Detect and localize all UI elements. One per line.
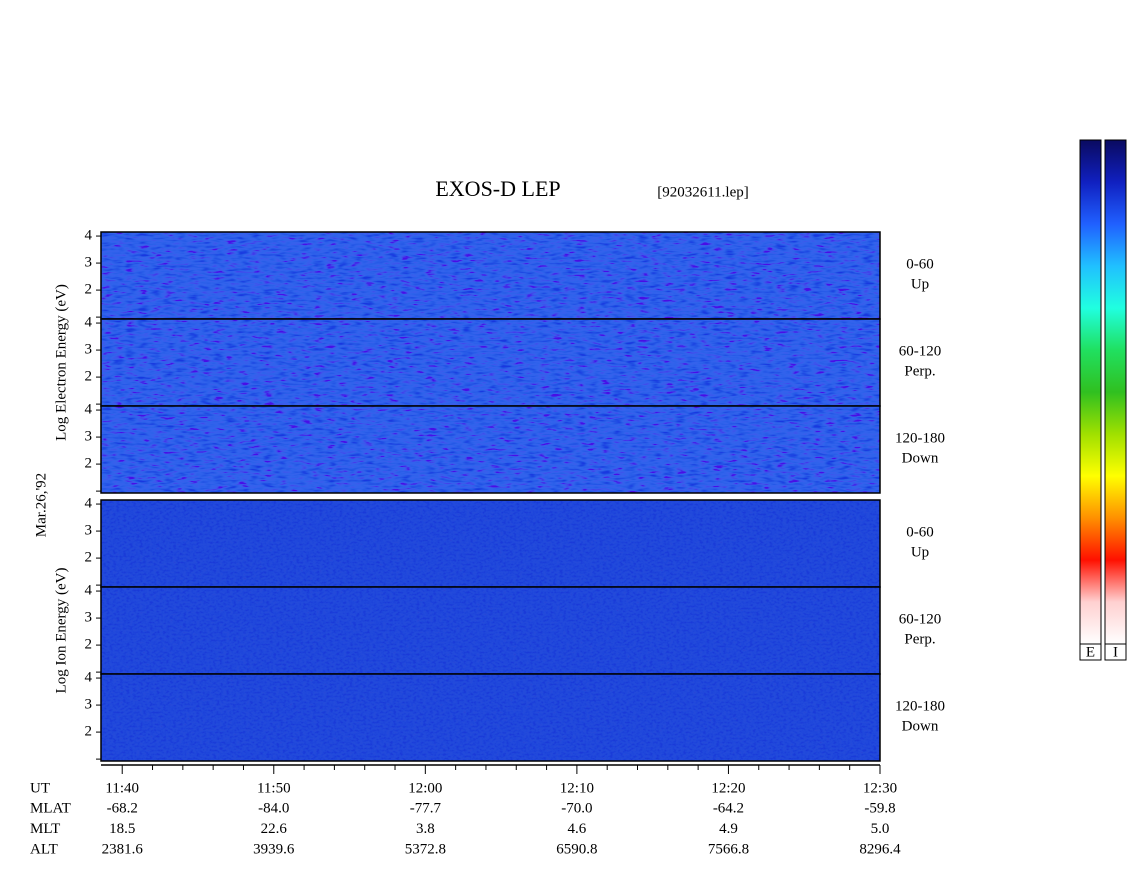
table-cell: -77.7 (410, 800, 442, 816)
colorbar (1104, 139, 1127, 645)
colorbar-label: E (1086, 644, 1095, 660)
y-tick-label: 3 (85, 429, 93, 445)
table-cell: -84.0 (258, 800, 289, 816)
x-tick-label: 11:40 (105, 780, 139, 796)
y-tick-label: 4 (85, 314, 93, 330)
y-tick-label: 4 (85, 227, 93, 243)
panel-label: 0-60 (906, 524, 934, 540)
spectrogram-texture (101, 674, 880, 761)
x-tick-label: 12:20 (711, 780, 745, 796)
y-tick-label: 4 (85, 495, 93, 511)
table-cell: 5372.8 (405, 841, 446, 857)
table-cell: 6590.8 (556, 841, 597, 857)
table-cell: -64.2 (713, 800, 744, 816)
y-tick-label: 2 (85, 282, 93, 298)
chart-title: EXOS-D LEP (435, 176, 560, 201)
y-tick-label: 3 (85, 523, 93, 539)
y-tick-label: 4 (85, 582, 93, 598)
y-axis-label: Log Ion Energy (eV) (53, 568, 69, 694)
panel-border (100, 405, 881, 494)
table-cell: 3.8 (416, 821, 435, 837)
spectrogram-texture (101, 232, 880, 319)
panel-label: 60-120 (899, 343, 942, 359)
y-tick-label: 2 (85, 456, 93, 472)
x-tick-label: 11:50 (257, 780, 291, 796)
spectrogram-texture (101, 587, 880, 674)
table-cell: 22.6 (261, 821, 288, 837)
colorbar-label: I (1113, 644, 1118, 660)
table-cell: 2381.6 (102, 841, 144, 857)
panel-label: 120-180 (895, 698, 945, 714)
x-tick-label: 12:10 (560, 780, 594, 796)
table-cell: -68.2 (107, 800, 138, 816)
y-tick-label: 2 (85, 637, 93, 653)
panel-sublabel: Up (911, 276, 929, 292)
x-tick-label: 12:00 (408, 780, 442, 796)
file-name: [92032611.lep] (657, 184, 749, 200)
table-cell: 8296.4 (859, 841, 901, 857)
table-row-label: MLAT (30, 800, 71, 816)
table-cell: -59.8 (864, 800, 895, 816)
spectrogram-texture (101, 319, 880, 406)
table-row-label: UT (30, 780, 50, 796)
table-cell: 18.5 (109, 821, 135, 837)
panel-border (100, 673, 881, 762)
panel-sublabel: Perp. (904, 363, 935, 379)
panel-sublabel: Down (902, 718, 939, 734)
colorbar (1079, 139, 1102, 645)
panel-sublabel: Perp. (904, 631, 935, 647)
panel-label: 120-180 (895, 430, 945, 446)
y-tick-label: 3 (85, 610, 93, 626)
x-tick-label: 12:30 (863, 780, 897, 796)
spectrogram-texture (101, 406, 880, 493)
y-tick-label: 3 (85, 342, 93, 358)
table-cell: 7566.8 (708, 841, 749, 857)
panel-label: 0-60 (906, 256, 934, 272)
table-cell: 4.6 (568, 821, 587, 837)
panel-sublabel: Down (902, 450, 939, 466)
y-tick-label: 2 (85, 724, 93, 740)
table-row-label: ALT (30, 841, 58, 857)
table-row-label: MLT (30, 821, 60, 837)
colorbar-label-box (1079, 643, 1102, 661)
panel-sublabel: Up (911, 544, 929, 560)
y-tick-label: 4 (85, 669, 93, 685)
table-cell: 5.0 (871, 821, 890, 837)
y-tick-label: 3 (85, 255, 93, 271)
table-cell: -70.0 (561, 800, 592, 816)
spectrogram-texture (101, 500, 880, 587)
date-label: Mar.26,'92 (33, 473, 49, 537)
panel-label: 60-120 (899, 611, 942, 627)
y-tick-label: 3 (85, 697, 93, 713)
colorbar-label-box (1104, 643, 1127, 661)
table-cell: 4.9 (719, 821, 738, 837)
table-cell: 3939.6 (253, 841, 295, 857)
y-tick-label: 2 (85, 550, 93, 566)
y-tick-label: 2 (85, 369, 93, 385)
y-axis-label: Log Electron Energy (eV) (53, 284, 69, 441)
y-tick-label: 4 (85, 401, 93, 417)
